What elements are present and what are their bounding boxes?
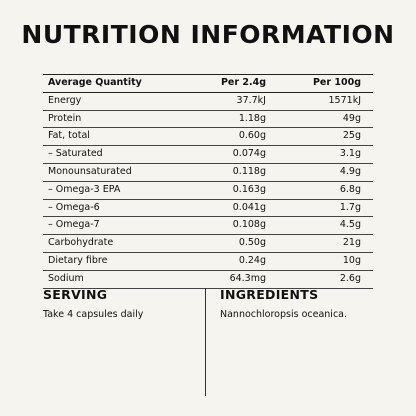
cell: Protein xyxy=(48,112,82,124)
cell: 4.9g xyxy=(339,165,361,177)
table-row: – Omega-7 0.108g 4.5g xyxy=(43,217,373,236)
cell: 4.5g xyxy=(339,219,361,231)
cell: Energy xyxy=(48,94,82,106)
serving-text: Take 4 capsules daily xyxy=(43,309,144,320)
cell: 10g xyxy=(342,254,361,266)
cell: 6.8g xyxy=(339,183,361,195)
table-row: Sodium 64.3mg 2.6g xyxy=(43,271,373,289)
cell: Sodium xyxy=(48,272,84,284)
ingredients-text: Nannochloropsis oceanica. xyxy=(220,309,348,320)
table-row: – Saturated 0.074g 3.1g xyxy=(43,146,373,164)
cell: Average Quantity xyxy=(48,77,142,88)
table-row: Protein 1.18g 49g xyxy=(43,111,373,129)
table-row: – Omega-3 EPA 0.163g 6.8g xyxy=(43,182,373,200)
cell: Dietary fibre xyxy=(48,254,108,266)
cell: Fat, total xyxy=(48,130,90,142)
cell: 25g xyxy=(342,130,361,142)
cell: – Omega-6 xyxy=(48,201,100,213)
cell: Per 2.4g xyxy=(220,77,266,88)
cell: 0.50g xyxy=(238,237,266,249)
cell: 0.074g xyxy=(232,148,266,160)
cell: 49g xyxy=(342,112,361,124)
title: NUTRITION INFORMATION xyxy=(21,20,395,49)
table-row: Carbohydrate 0.50g 21g xyxy=(43,235,373,253)
cell: 0.118g xyxy=(232,165,266,177)
table-row: – Omega-6 0.041g 1.7g xyxy=(43,200,373,218)
cell: 0.108g xyxy=(232,219,266,231)
nutrition-table: Average Quantity Per 2.4g Per 100g Energy 37… xyxy=(43,74,373,289)
cell: 3.1g xyxy=(339,148,361,160)
divider xyxy=(205,288,206,396)
cell: – Saturated xyxy=(48,148,103,160)
cell: 1.18g xyxy=(238,112,266,124)
cell: 0.24g xyxy=(238,254,266,266)
cell: Monounsaturated xyxy=(48,165,132,177)
table-row: Energy 37.7kJ 1571kJ xyxy=(43,93,373,111)
cell: Carbohydrate xyxy=(48,237,114,249)
cell: 21g xyxy=(342,237,361,249)
cell: 1.7g xyxy=(339,201,361,213)
cell: 64.3mg xyxy=(229,272,266,284)
header-row: Average Quantity Per 2.4g Per 100g xyxy=(43,75,373,93)
cell: 0.163g xyxy=(232,183,266,195)
cell: 1571kJ xyxy=(328,94,361,106)
cell: 0.60g xyxy=(238,130,266,142)
table-row: Dietary fibre 0.24g 10g xyxy=(43,253,373,271)
ingredients-heading: INGREDIENTS xyxy=(220,287,319,302)
cell: – Omega-7 xyxy=(48,219,100,231)
serving-heading: SERVING xyxy=(43,287,108,302)
cell: 2.6g xyxy=(339,272,361,284)
table-row: Fat, total 0.60g 25g xyxy=(43,128,373,147)
cell: – Omega-3 EPA xyxy=(48,183,121,195)
cell: Per 100g xyxy=(312,77,361,88)
cell: 0.041g xyxy=(232,201,266,213)
table-row: Monounsaturated 0.118g 4.9g xyxy=(43,164,373,182)
cell: 37.7kJ xyxy=(236,94,266,106)
